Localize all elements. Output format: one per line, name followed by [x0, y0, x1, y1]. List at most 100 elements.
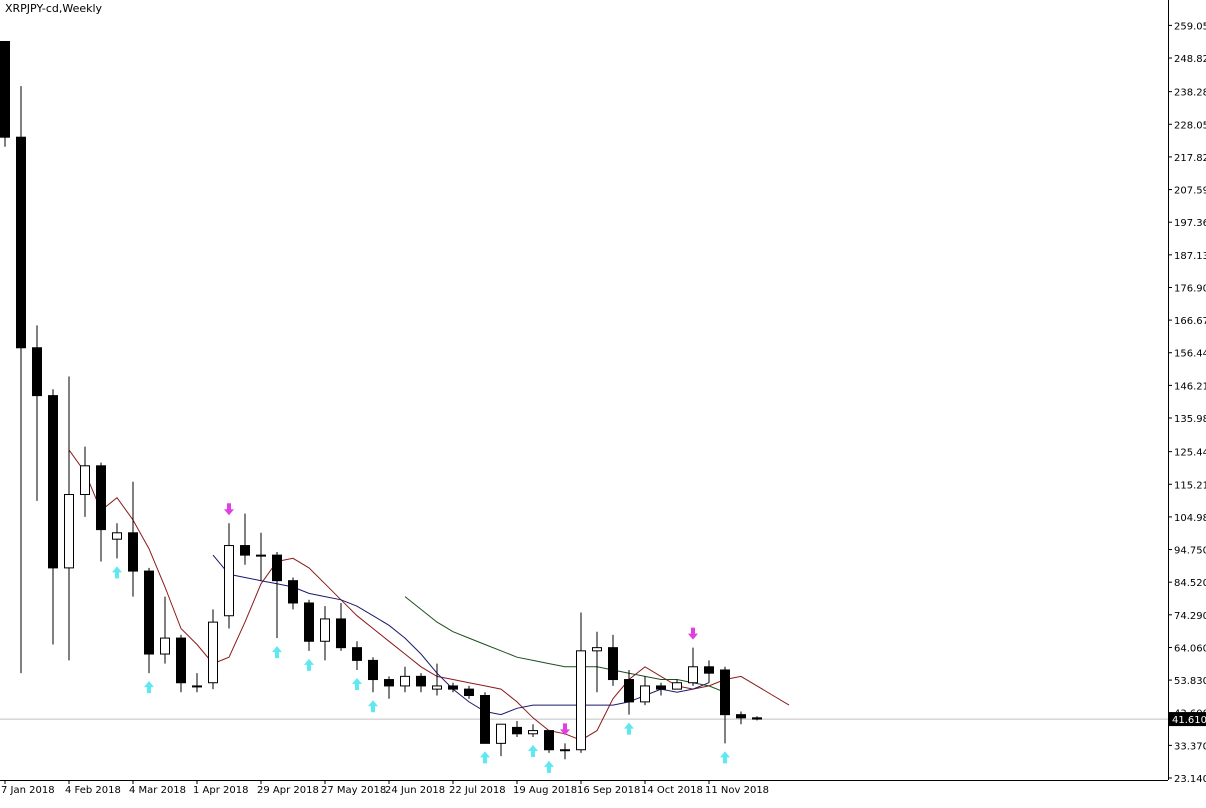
candle-body	[672, 682, 682, 690]
fractal-down-arrow-icon	[688, 627, 698, 640]
candle	[128, 481, 138, 597]
candle	[464, 685, 474, 699]
current-price-tag	[1169, 712, 1206, 727]
fractal-up-arrow-icon	[528, 744, 538, 757]
candle	[432, 663, 442, 696]
candle-body	[32, 347, 42, 397]
ma-fast-line	[68, 449, 790, 741]
fractal-up-arrow-icon	[272, 646, 282, 659]
candle-body	[352, 647, 362, 661]
x-tick-label: 16 Sep 2018	[577, 785, 640, 796]
candle	[320, 606, 330, 661]
y-tick-label: 146.210	[1174, 381, 1206, 392]
x-tick-label: 22 Jul 2018	[449, 785, 506, 796]
candle	[144, 567, 154, 674]
candle-body	[192, 685, 202, 688]
candle-body	[48, 395, 58, 569]
candle-body	[752, 717, 762, 720]
candle-body	[544, 730, 554, 751]
y-tick-label: 115.210	[1174, 480, 1206, 491]
candle-body	[624, 679, 634, 703]
candle-body	[240, 545, 250, 556]
candle-body	[288, 580, 298, 604]
fractal-up-arrow-icon	[352, 677, 362, 690]
fractal-up-arrow-icon	[144, 681, 154, 694]
candle	[544, 730, 554, 753]
candle-body	[432, 685, 442, 690]
candle-body	[320, 618, 330, 642]
candle-body	[128, 532, 138, 572]
x-tick-label: 7 Jan 2018	[1, 785, 55, 796]
candle	[48, 389, 58, 645]
y-tick-label: 104.980	[1174, 513, 1206, 524]
candle	[480, 692, 490, 744]
candle-body	[496, 723, 506, 744]
candle-body	[384, 679, 394, 687]
candle	[576, 612, 586, 753]
y-tick-label: 125.440	[1174, 448, 1206, 459]
candle	[0, 40, 10, 147]
y-tick-label: 259.050	[1174, 21, 1206, 32]
y-tick-label: 74.290	[1174, 611, 1206, 622]
x-tick-label: 14 Oct 2018	[641, 785, 703, 796]
candle	[672, 679, 682, 690]
y-tick-label: 187.130	[1174, 251, 1206, 262]
candle-body	[416, 675, 426, 687]
candle	[224, 523, 234, 629]
candle-body	[112, 532, 122, 540]
candle-body	[528, 730, 538, 735]
candle	[80, 446, 90, 517]
x-tick-label: 27 May 2018	[321, 785, 386, 796]
fractal-up-arrow-icon	[480, 751, 490, 764]
x-tick-label: 24 Jun 2018	[385, 785, 445, 796]
candle	[656, 682, 666, 696]
candle-body	[80, 465, 90, 496]
ma-slow-line	[404, 596, 726, 693]
candle-body	[720, 669, 730, 716]
candle	[288, 577, 298, 610]
candle-body	[736, 714, 746, 719]
candle-body	[256, 554, 266, 557]
candle-body	[640, 685, 650, 703]
fractal-up-arrow-icon	[304, 658, 314, 671]
current-price-label: 41.610	[1172, 715, 1206, 726]
candle-body	[688, 666, 698, 684]
candle	[592, 631, 602, 693]
candle	[448, 682, 458, 693]
y-tick-label: 23.140	[1174, 774, 1206, 785]
candle-body	[176, 637, 186, 684]
fractal-up-arrow-icon	[368, 700, 378, 713]
candle	[64, 376, 74, 661]
candle	[16, 86, 26, 674]
candle-body	[576, 650, 586, 751]
y-tick-label: 228.050	[1174, 120, 1206, 131]
candle	[304, 599, 314, 651]
candle	[416, 673, 426, 693]
candle-body	[480, 695, 490, 744]
x-tick-label: 19 Aug 2018	[513, 785, 577, 796]
y-tick-label: 33.370	[1174, 741, 1206, 752]
candle-body	[304, 602, 314, 642]
candle	[336, 602, 346, 651]
candle-body	[560, 749, 570, 752]
candle	[752, 716, 762, 721]
candle-body	[608, 647, 618, 681]
candle-body	[96, 465, 106, 531]
y-tick-label: 135.980	[1174, 414, 1206, 425]
candle	[496, 723, 506, 757]
candle	[560, 743, 570, 760]
y-tick-label: 238.280	[1174, 88, 1206, 99]
fractal-up-arrow-icon	[720, 751, 730, 764]
y-tick-label: 197.360	[1174, 218, 1206, 229]
candle-body	[400, 675, 410, 687]
y-tick-label: 84.520	[1174, 578, 1206, 589]
y-tick-label: 207.590	[1174, 186, 1206, 197]
candle-body	[160, 637, 170, 655]
candle-body	[144, 570, 154, 655]
x-tick-label: 4 Feb 2018	[65, 785, 121, 796]
candle	[688, 647, 698, 686]
candle-body	[464, 688, 474, 697]
candle-body	[656, 685, 666, 690]
